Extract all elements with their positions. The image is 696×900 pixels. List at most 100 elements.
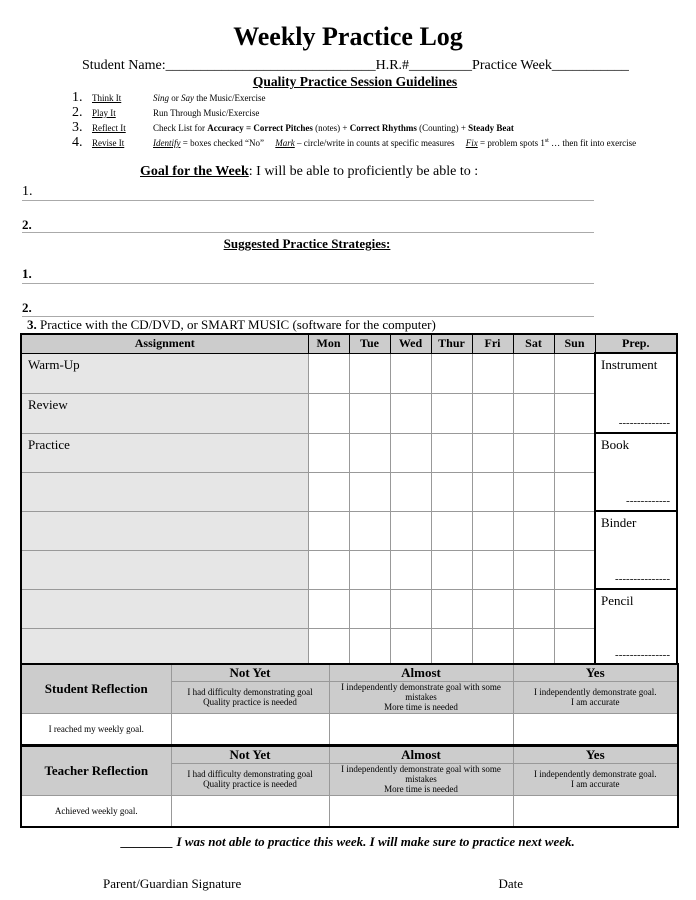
day-checkbox-cell[interactable]: [553, 432, 596, 473]
guideline-item: 3. Reflect It Check List for Accuracy = Co…: [72, 120, 514, 136]
strategy-line-1[interactable]: 1.: [22, 266, 594, 284]
day-checkbox-cell[interactable]: [553, 510, 596, 551]
prep-item[interactable]: Book ------------: [594, 432, 678, 512]
prep-item[interactable]: Pencil ---------------: [594, 588, 678, 666]
day-checkbox-cell[interactable]: [348, 471, 391, 512]
day-checkbox-cell[interactable]: [553, 352, 596, 394]
assignment-cell[interactable]: Practice: [20, 432, 309, 473]
assignment-cell[interactable]: [20, 510, 309, 551]
prep-check-line[interactable]: ---------------: [615, 649, 670, 661]
description-line: I had difficulty demonstrating goal: [187, 687, 313, 697]
teacher-rating-cell[interactable]: [512, 794, 679, 828]
assignment-cell[interactable]: [20, 549, 309, 590]
student-rating-cell[interactable]: [512, 712, 679, 746]
day-checkbox-cell[interactable]: [512, 627, 555, 666]
day-checkbox-cell[interactable]: [348, 352, 391, 394]
day-checkbox-cell[interactable]: [389, 588, 432, 629]
day-checkbox-cell[interactable]: [471, 392, 514, 434]
day-checkbox-cell[interactable]: [389, 432, 432, 473]
day-checkbox-cell[interactable]: [430, 549, 473, 590]
day-checkbox-cell[interactable]: [471, 588, 514, 629]
goal-line-2[interactable]: 2.: [22, 217, 594, 233]
day-checkbox-cell[interactable]: [348, 510, 391, 551]
day-checkbox-cell[interactable]: [307, 392, 350, 434]
assignment-cell[interactable]: Review: [20, 392, 309, 434]
day-checkbox-cell[interactable]: [430, 432, 473, 473]
assignment-cell[interactable]: [20, 471, 309, 512]
day-checkbox-cell[interactable]: [512, 549, 555, 590]
table-row: [20, 471, 677, 512]
day-checkbox-cell[interactable]: [471, 627, 514, 666]
day-checkbox-cell[interactable]: [471, 471, 514, 512]
day-checkbox-cell[interactable]: [512, 392, 555, 434]
assignment-cell[interactable]: Warm-Up: [20, 352, 309, 394]
prep-check-line[interactable]: ------------: [626, 495, 670, 507]
day-checkbox-cell[interactable]: [307, 588, 350, 629]
day-checkbox-cell[interactable]: [512, 352, 555, 394]
day-checkbox-cell[interactable]: [307, 352, 350, 394]
day-checkbox-cell[interactable]: [430, 392, 473, 434]
day-checkbox-cell[interactable]: [553, 471, 596, 512]
prep-header: Prep.: [594, 333, 678, 354]
guideline-desc: Run Through Music/Exercise: [153, 108, 260, 118]
student-name-field[interactable]: Student Name:___________________________…: [82, 58, 629, 73]
teacher-rating-cell[interactable]: [170, 794, 330, 828]
student-rating-cell[interactable]: [170, 712, 330, 746]
day-checkbox-cell[interactable]: [512, 432, 555, 473]
strategies-title: Suggested Practice Strategies:: [223, 236, 391, 251]
day-checkbox-cell[interactable]: [307, 471, 350, 512]
day-checkbox-cell[interactable]: [430, 471, 473, 512]
goal-line-1[interactable]: 1.: [22, 184, 594, 201]
assignment-cell[interactable]: [20, 627, 309, 666]
day-checkbox-cell[interactable]: [348, 432, 391, 473]
day-checkbox-cell[interactable]: [471, 432, 514, 473]
day-checkbox-cell[interactable]: [307, 627, 350, 666]
guideline-number: 1.: [72, 90, 83, 105]
day-checkbox-cell[interactable]: [471, 549, 514, 590]
day-checkbox-cell[interactable]: [471, 510, 514, 551]
prep-item[interactable]: Binder ---------------: [594, 510, 678, 590]
day-checkbox-cell[interactable]: [389, 549, 432, 590]
day-checkbox-cell[interactable]: [307, 432, 350, 473]
day-checkbox-cell[interactable]: [389, 510, 432, 551]
day-checkbox-cell[interactable]: [512, 471, 555, 512]
day-checkbox-cell[interactable]: [553, 588, 596, 629]
prep-label: Binder: [601, 515, 637, 530]
day-checkbox-cell[interactable]: [389, 352, 432, 394]
day-checkbox-cell[interactable]: [430, 627, 473, 666]
day-checkbox-cell[interactable]: [553, 392, 596, 434]
day-checkbox-cell[interactable]: [348, 549, 391, 590]
prep-check-line[interactable]: --------------: [618, 417, 670, 429]
day-checkbox-cell[interactable]: [553, 549, 596, 590]
prep-item[interactable]: Instrument --------------: [594, 352, 678, 434]
day-checkbox-cell[interactable]: [430, 510, 473, 551]
day-checkbox-cell[interactable]: [430, 588, 473, 629]
student-reflection-table: Student Reflection Not Yet Almost Yes I had …: [20, 663, 679, 746]
day-checkbox-cell[interactable]: [512, 588, 555, 629]
day-checkbox-cell[interactable]: [307, 549, 350, 590]
strategy-line-2[interactable]: 2.: [22, 300, 594, 317]
day-checkbox-cell[interactable]: [553, 627, 596, 666]
day-checkbox-cell[interactable]: [471, 352, 514, 394]
assignment-cell[interactable]: [20, 588, 309, 629]
day-checkbox-cell[interactable]: [348, 627, 391, 666]
prep-check-line[interactable]: ---------------: [615, 573, 670, 585]
day-checkbox-cell[interactable]: [389, 471, 432, 512]
teacher-reflection-table: Teacher Reflection Not Yet Almost Yes I had …: [20, 745, 679, 828]
day-checkbox-cell[interactable]: [348, 588, 391, 629]
day-checkbox-cell[interactable]: [389, 392, 432, 434]
day-checkbox-cell[interactable]: [348, 392, 391, 434]
student-rating-cell[interactable]: [328, 712, 514, 746]
goal-label: Goal for the Week: [140, 164, 249, 179]
teacher-reflection-label: Teacher Reflection: [20, 745, 172, 796]
table-row: Practice Book ------------: [20, 432, 678, 512]
day-checkbox-cell[interactable]: [307, 510, 350, 551]
description-line: Quality practice is needed: [203, 697, 297, 707]
day-header-wed: Wed: [389, 333, 432, 354]
day-checkbox-cell[interactable]: [512, 510, 555, 551]
table-row: [20, 549, 677, 590]
day-checkbox-cell[interactable]: [430, 352, 473, 394]
description-line: I am accurate: [571, 697, 620, 707]
day-checkbox-cell[interactable]: [389, 627, 432, 666]
teacher-rating-cell[interactable]: [328, 794, 514, 828]
